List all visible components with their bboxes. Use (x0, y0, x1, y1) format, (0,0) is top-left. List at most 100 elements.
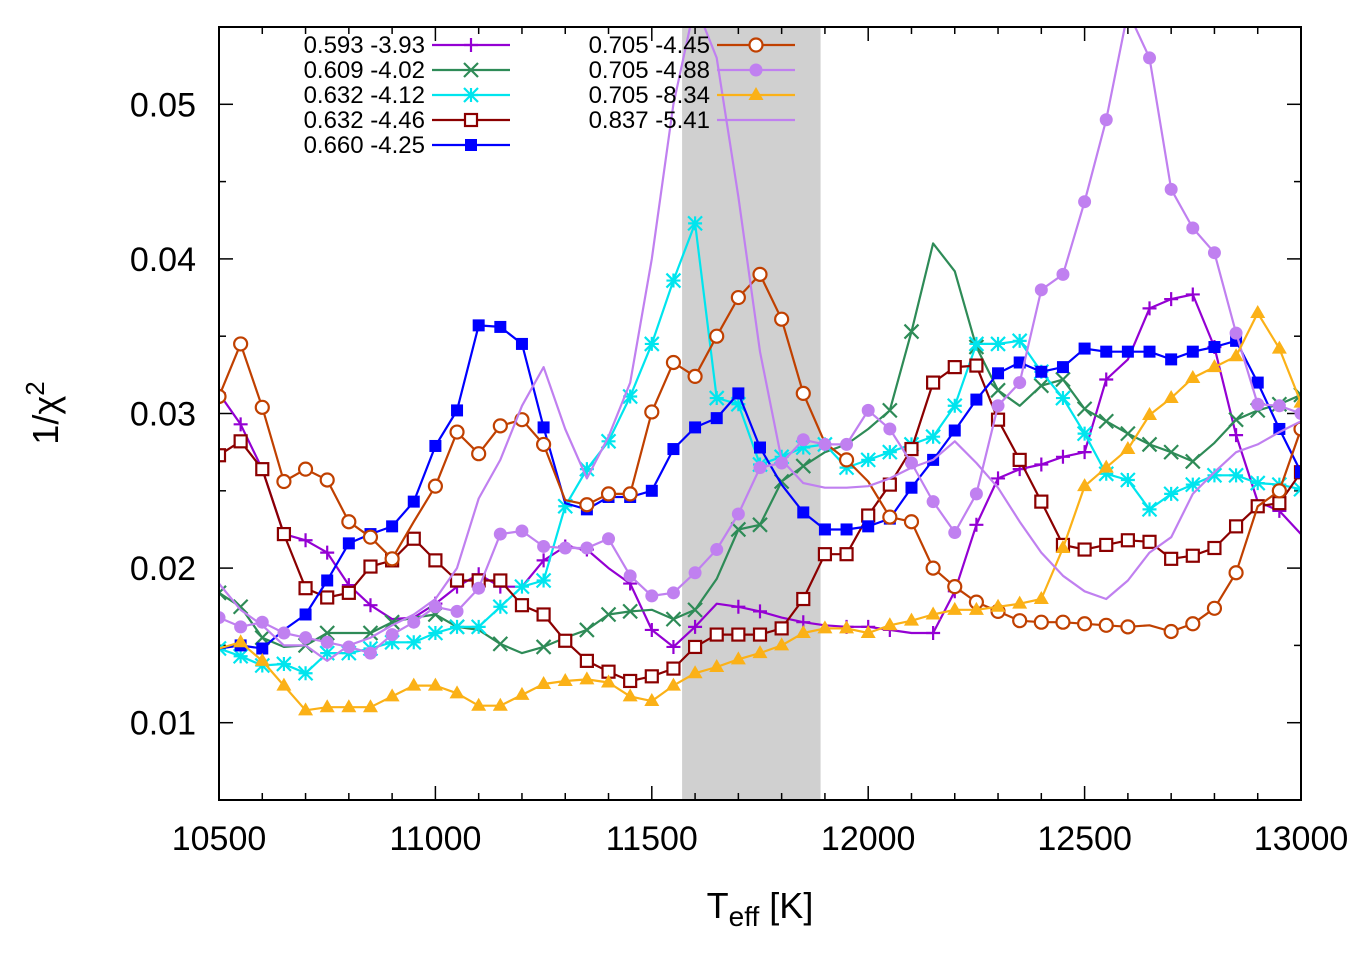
data-point (947, 601, 963, 615)
data-point (731, 599, 746, 614)
data-point (882, 617, 898, 631)
data-point (384, 634, 400, 651)
data-point (1295, 466, 1301, 479)
data-point (687, 639, 703, 655)
data-point (969, 517, 984, 532)
data-point (990, 336, 1006, 352)
y-tick-label: 0.01 (130, 705, 196, 743)
data-point (579, 497, 595, 513)
series-8 (219, 305, 1301, 716)
data-point (1294, 407, 1301, 420)
data-point (796, 591, 811, 607)
data-point (730, 651, 746, 665)
x-tick-label: 12500 (1037, 820, 1132, 858)
data-point (687, 368, 703, 384)
series-7 (219, 27, 1301, 660)
data-point (925, 560, 941, 576)
data-point (1141, 501, 1158, 518)
data-point (1251, 397, 1265, 411)
data-point (600, 486, 617, 502)
data-point (946, 397, 963, 414)
data-point (1076, 425, 1093, 442)
data-point (1078, 342, 1091, 355)
data-point (1055, 614, 1071, 630)
y-tick-label: 0.03 (130, 396, 196, 434)
data-point (667, 443, 680, 456)
legend-item: 0.705 -4.88 (589, 57, 795, 84)
data-point (276, 656, 292, 672)
data-point (1186, 221, 1200, 235)
data-point (925, 606, 941, 620)
data-point (839, 620, 855, 634)
x-tick-label: 13000 (1254, 820, 1349, 858)
data-point (1077, 445, 1092, 460)
data-point (903, 514, 920, 530)
data-point (665, 677, 681, 691)
data-point (557, 498, 574, 515)
data-point (882, 444, 898, 460)
y-tick-label: 0.02 (130, 550, 196, 588)
data-point (1056, 361, 1069, 374)
data-point (968, 601, 984, 615)
series-3 (219, 215, 1301, 682)
data-point (1206, 600, 1223, 616)
data-point (1206, 359, 1222, 373)
data-point (255, 462, 270, 477)
data-point (665, 272, 682, 289)
data-point (428, 600, 442, 614)
legend-label: 0.593 -3.93 (304, 32, 425, 59)
data-point (1141, 436, 1158, 453)
data-point (665, 354, 682, 371)
legend-label: 0.609 -4.02 (304, 57, 425, 84)
data-point (1228, 348, 1244, 362)
data-point (492, 636, 509, 652)
data-point (1271, 340, 1287, 354)
data-point (644, 669, 659, 684)
data-point (1228, 411, 1244, 428)
data-point (1185, 369, 1201, 383)
legend-item: 0.660 -4.25 (304, 132, 510, 159)
data-point (926, 626, 941, 641)
data-point (298, 533, 313, 548)
legend-label: 0.660 -4.25 (304, 132, 425, 159)
data-point (579, 622, 595, 638)
data-point (1077, 478, 1093, 492)
data-point (493, 527, 507, 541)
data-point (838, 452, 855, 468)
y-tick-label: 0.05 (130, 86, 196, 124)
data-point (688, 619, 703, 634)
data-point (492, 418, 508, 434)
data-point (969, 487, 983, 501)
data-point (1121, 345, 1134, 358)
data-point (883, 422, 897, 436)
data-point (319, 645, 335, 661)
data-point (407, 615, 421, 629)
data-point (1078, 195, 1092, 209)
data-point (1185, 453, 1201, 470)
data-point (299, 631, 313, 645)
data-point (732, 387, 745, 400)
y-tick-label: 0.04 (130, 241, 196, 279)
x-axis-title-main: T (707, 885, 729, 926)
series-line (219, 27, 1301, 662)
data-point (558, 541, 572, 555)
data-point (535, 436, 552, 453)
data-point (386, 520, 399, 533)
data-point (406, 677, 422, 691)
axis-ticks (218, 27, 1302, 801)
data-point (644, 622, 659, 637)
data-point (903, 323, 920, 340)
x-axis-title-unit: [K] (759, 885, 813, 926)
data-point (730, 521, 747, 538)
data-point (384, 551, 400, 567)
data-point (708, 390, 725, 406)
data-point (1207, 246, 1221, 260)
data-point (731, 627, 746, 642)
data-point (254, 399, 270, 415)
data-point (709, 659, 725, 673)
data-point (1055, 540, 1071, 554)
legend-label: 0.632 -4.12 (304, 82, 425, 109)
data-point (406, 531, 421, 546)
data-point (925, 428, 941, 445)
